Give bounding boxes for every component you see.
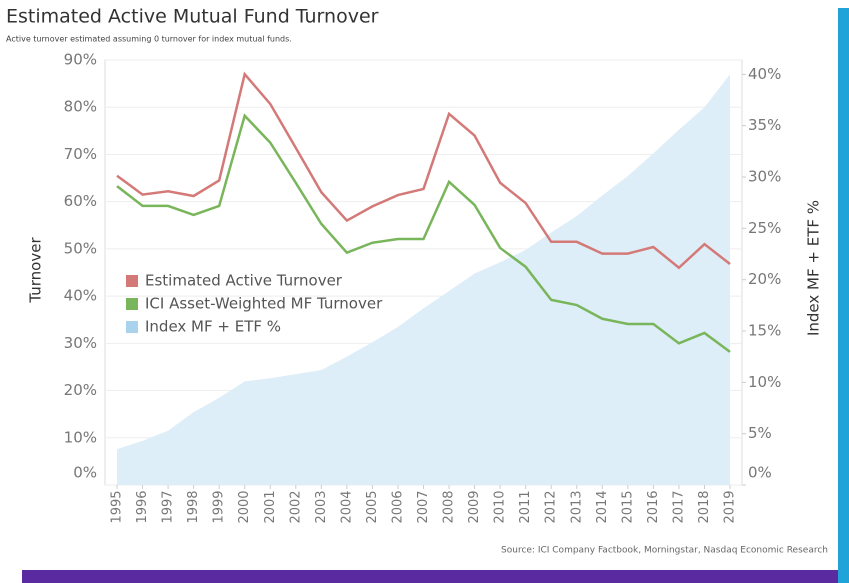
x-tick-label: 2007 — [416, 490, 431, 523]
x-tick-label: 2018 — [697, 490, 712, 523]
x-tick-label: 1997 — [161, 490, 176, 523]
y-tick-label: 20% — [64, 381, 97, 399]
x-tick-label: 2008 — [442, 490, 457, 523]
x-tick-label: 2011 — [518, 490, 533, 523]
legend-swatch — [126, 275, 138, 287]
footer-bar — [22, 570, 838, 583]
x-tick-label: 2004 — [339, 490, 354, 523]
y2-tick-label: 5% — [748, 424, 772, 442]
y-tick-label: 50% — [64, 239, 97, 257]
y2-axis-label: Index MF + ETF % — [805, 200, 823, 336]
chart-subtitle: Active turnover estimated assuming 0 tur… — [6, 35, 292, 44]
x-tick-label: 2001 — [263, 490, 278, 523]
y-tick-label: 60% — [64, 192, 97, 210]
line — [116, 113, 731, 353]
x-tick-label: 2015 — [620, 490, 635, 523]
x-tick-label: 1995 — [110, 490, 125, 523]
legend-swatch — [126, 321, 138, 333]
x-tick-label: 2016 — [646, 490, 661, 523]
legend-swatch — [126, 298, 138, 310]
legend-label: ICI Asset-Weighted MF Turnover — [145, 295, 383, 313]
y-tick-label: 70% — [64, 145, 97, 163]
x-tick-label: 2012 — [544, 490, 559, 523]
x-tick-label: 1998 — [186, 490, 201, 523]
x-tick-label: 2010 — [493, 490, 508, 523]
y2-tick-label: 40% — [748, 65, 781, 83]
y-tick-label: 90% — [64, 51, 97, 69]
x-tick-label: 2014 — [595, 490, 610, 523]
chart-title: Estimated Active Mutual Fund Turnover — [6, 6, 379, 28]
x-tick-label: 2009 — [467, 490, 482, 523]
x-tick-label: 1996 — [135, 490, 150, 523]
x-tick-label: 2002 — [288, 490, 303, 523]
legend-label: Index MF + ETF % — [145, 318, 281, 336]
y2-tick-label: 20% — [748, 270, 781, 288]
y-tick-label: 80% — [64, 98, 97, 116]
y-tick-label: 0% — [73, 464, 97, 482]
x-tick-label: 2003 — [314, 490, 329, 523]
x-tick-label: 2005 — [365, 490, 380, 523]
x-tick-label: 2019 — [723, 490, 738, 523]
y2-tick-label: 35% — [748, 116, 781, 134]
y-axis-label: Turnover — [27, 237, 45, 304]
x-tick-label: 2006 — [390, 490, 405, 523]
x-tick-label: 2000 — [237, 490, 252, 523]
edge-stripe — [838, 8, 849, 583]
source: Source: ICI Company Factbook, Morningsta… — [501, 546, 828, 556]
y2-tick-label: 30% — [748, 168, 781, 186]
x-tick-label: 2017 — [671, 490, 686, 523]
y-tick-label: 30% — [64, 334, 97, 352]
y-tick-label: 10% — [64, 428, 97, 446]
y-tick-label: 40% — [64, 287, 97, 305]
area — [117, 74, 730, 485]
y2-tick-label: 10% — [748, 373, 781, 391]
y2-tick-label: 25% — [748, 219, 781, 237]
legend-label: Estimated Active Turnover — [145, 272, 343, 290]
x-tick-label: 2013 — [569, 490, 584, 523]
x-tick-label: 1999 — [212, 490, 227, 523]
y2-tick-label: 15% — [748, 322, 781, 340]
line — [116, 71, 731, 270]
y2-tick-label: 0% — [748, 464, 772, 482]
